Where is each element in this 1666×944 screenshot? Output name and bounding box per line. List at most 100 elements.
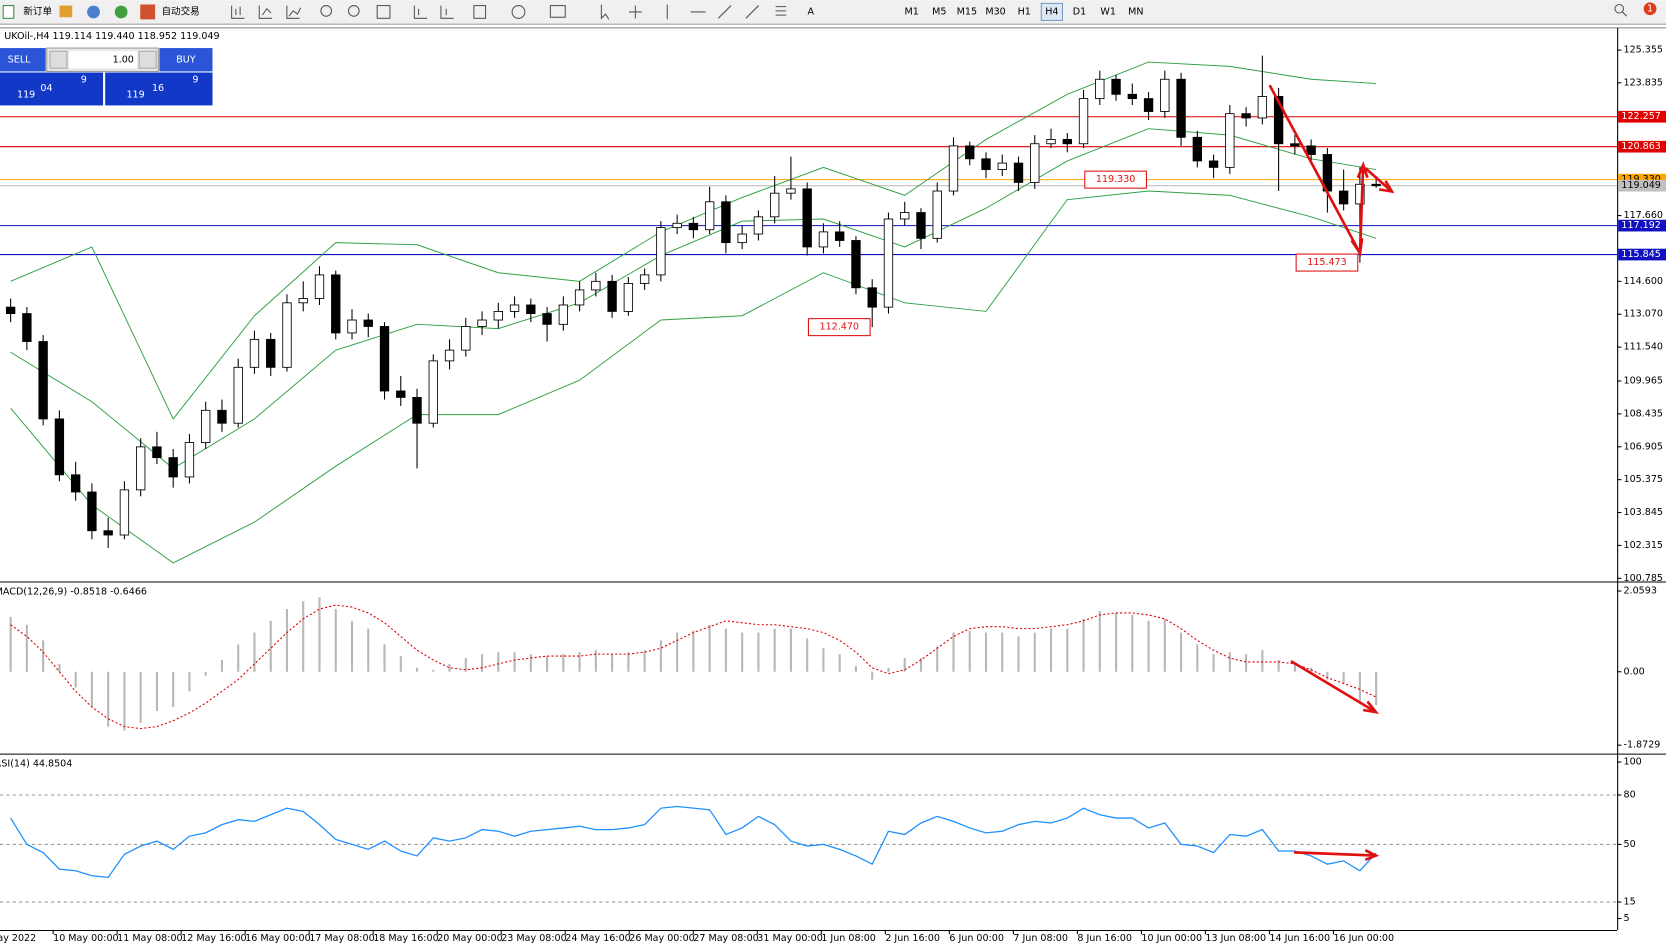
candle-body <box>22 313 32 342</box>
candle-body <box>753 216 764 235</box>
y-tick-label: 113.070 <box>1624 309 1663 320</box>
y-tick-label: 111.540 <box>1624 342 1663 353</box>
candle-body <box>786 188 796 194</box>
timeframe-button[interactable]: W1 <box>1100 6 1116 17</box>
x-tick-label: 8 Jun 16:00 <box>1077 933 1132 944</box>
candle-body <box>444 349 455 362</box>
auto-trading-button[interactable]: 自动交易 <box>162 5 200 17</box>
lot-input[interactable] <box>69 51 138 69</box>
price-annotation: 119.330 <box>1096 174 1135 185</box>
periods-icon[interactable] <box>511 5 526 19</box>
notification-badge[interactable] <box>1643 2 1657 16</box>
level-tag <box>1618 110 1666 123</box>
candle-body <box>526 304 536 315</box>
timeframe-button[interactable]: M5 <box>932 6 946 17</box>
lot-down[interactable] <box>49 50 68 69</box>
candle-body <box>558 304 569 325</box>
zoom-in-icon[interactable] <box>320 5 333 17</box>
level-label: 117.192 <box>1621 220 1660 231</box>
drawing-tools[interactable] <box>666 4 787 20</box>
arrow <box>1290 659 1380 715</box>
ask-main: 16 <box>152 83 164 94</box>
x-tick-label: 2 Jun 16:00 <box>885 933 940 944</box>
lot-up[interactable] <box>138 50 157 69</box>
timeframe-button[interactable]: H4 <box>1045 6 1058 17</box>
toolbar-icon[interactable] <box>59 5 73 18</box>
x-tick-label: 16 May 00:00 <box>245 933 310 944</box>
timeframe-button[interactable]: H1 <box>1018 6 1031 17</box>
candle-body <box>477 319 487 327</box>
candle-body <box>1013 162 1024 183</box>
candle-body <box>574 289 585 306</box>
candle-body <box>38 341 48 420</box>
buy-label[interactable]: BUY <box>176 54 196 65</box>
new-order-button[interactable]: 新订单 <box>23 5 52 17</box>
crosshair-icon[interactable] <box>629 5 642 19</box>
level-tag <box>1618 248 1666 261</box>
buy-button[interactable] <box>159 48 213 72</box>
candle-body <box>331 274 341 334</box>
y-tick-label: 50 <box>1624 839 1636 850</box>
bid-box[interactable] <box>0 72 104 106</box>
one-click-trading: SELL 1.00 BUY 119 04 9 119 16 9 <box>0 47 213 106</box>
x-tick-label: 6 Jun 00:00 <box>949 933 1004 944</box>
candle-body <box>1062 139 1072 145</box>
x-tick-label: 16 Jun 00:00 <box>1333 933 1394 944</box>
lot-value[interactable]: 1.00 <box>113 54 134 65</box>
new-order-icon[interactable] <box>2 5 15 19</box>
y-tick-label: -1.8729 <box>1624 740 1661 751</box>
candle-body <box>802 188 812 248</box>
candle-body <box>135 446 146 491</box>
candle-body <box>900 212 910 220</box>
y-tick-label: 114.600 <box>1624 276 1663 287</box>
y-tick-label: 106.905 <box>1624 441 1663 452</box>
y-tick-label: 108.435 <box>1624 408 1663 419</box>
candle-body <box>883 218 894 308</box>
sell-button[interactable] <box>0 48 46 72</box>
timeframe-button[interactable]: M15 <box>957 6 977 17</box>
timeframe-active[interactable] <box>1040 2 1064 21</box>
candle-body <box>1046 139 1056 145</box>
toolbar-icon[interactable] <box>87 5 100 19</box>
candle-body <box>981 158 991 170</box>
text-tool[interactable]: A <box>808 6 815 17</box>
indicators-icon[interactable] <box>473 5 487 19</box>
shift-icon[interactable] <box>440 5 454 19</box>
auto-trading-icon[interactable] <box>140 4 156 20</box>
candle-body <box>509 304 520 312</box>
level-tag <box>1618 179 1666 192</box>
candle-body <box>363 319 373 327</box>
scroll-icon[interactable] <box>413 5 428 19</box>
timeframe-button[interactable]: MN <box>1128 6 1143 17</box>
toolbar-icon[interactable] <box>114 5 128 19</box>
toolbar-icons <box>231 3 1628 20</box>
y-tick-label: 109.965 <box>1624 375 1663 386</box>
candle-body <box>623 283 634 312</box>
bar-chart-icon[interactable] <box>231 5 245 19</box>
line-icon[interactable] <box>286 5 302 19</box>
candle-body <box>591 280 601 291</box>
sell-label[interactable]: SELL <box>8 54 31 65</box>
candle-body <box>867 287 877 308</box>
templates-icon[interactable] <box>549 5 566 18</box>
ask-box[interactable] <box>105 72 213 106</box>
zoom-out-icon[interactable] <box>347 5 360 17</box>
y-tick-label: 15 <box>1624 897 1636 908</box>
x-tick-label: 11 May 08:00 <box>117 933 182 944</box>
candle-body <box>737 233 747 244</box>
cursor-icon[interactable] <box>600 4 610 20</box>
candle-body <box>1371 183 1381 187</box>
timeframe-button[interactable]: M30 <box>985 6 1005 17</box>
y-tick-label: 102.315 <box>1624 540 1663 551</box>
x-tick-label: 18 May 16:00 <box>373 933 438 944</box>
timeframe-button[interactable]: M1 <box>904 6 918 17</box>
timeframe-button[interactable]: D1 <box>1073 6 1086 17</box>
candle-body <box>1176 78 1186 138</box>
price-annotation-box <box>1295 253 1359 272</box>
rsi-line <box>10 805 1377 879</box>
ask-big: 119 <box>126 89 144 100</box>
search-icon[interactable] <box>1614 3 1628 17</box>
tile-icon[interactable] <box>376 5 391 19</box>
level-label: 120.863 <box>1621 141 1660 152</box>
candle-icon[interactable] <box>258 5 272 19</box>
